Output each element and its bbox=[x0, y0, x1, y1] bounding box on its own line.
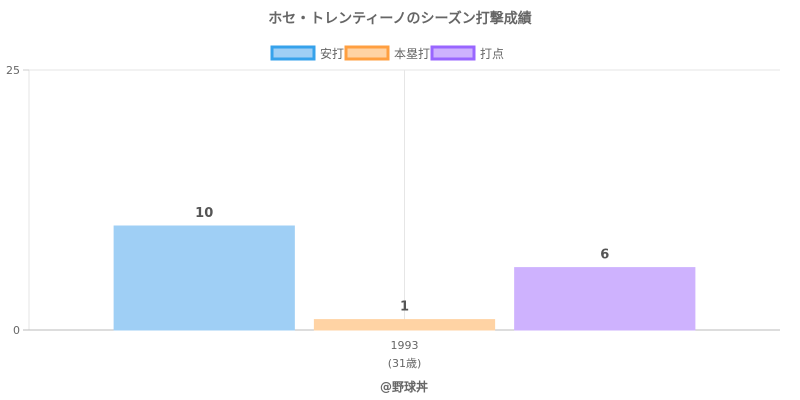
legend-label: 安打 bbox=[320, 46, 344, 61]
credit-text: @野球丼 bbox=[380, 379, 428, 394]
legend-item-3: 打点 bbox=[430, 45, 504, 61]
data-label-安打: 10 bbox=[195, 206, 213, 221]
y-tick-label: 0 bbox=[13, 324, 20, 337]
grid bbox=[28, 69, 780, 330]
legend-swatch bbox=[270, 45, 316, 61]
legend-swatch bbox=[344, 45, 390, 61]
legend: 安打 本塁打 打点 bbox=[270, 45, 504, 61]
bar-打点 bbox=[514, 267, 696, 331]
x-tick-sublabel: (31歳) bbox=[388, 357, 422, 370]
y-tick-label: 25 bbox=[6, 64, 20, 77]
bar-安打 bbox=[113, 225, 295, 331]
bars bbox=[113, 225, 696, 331]
x-tick-label: 1993 bbox=[391, 339, 419, 352]
legend-swatch bbox=[430, 45, 476, 61]
data-label-打点: 6 bbox=[600, 248, 609, 263]
bar-本塁打 bbox=[313, 319, 496, 331]
chart-title: ホセ・トレンティーノのシーズン打撃成績 bbox=[268, 10, 532, 27]
data-label-本塁打: 1 bbox=[400, 300, 409, 315]
legend-item-2: 本塁打 bbox=[344, 45, 430, 61]
legend-label: 打点 bbox=[480, 47, 504, 61]
legend-item-1: 安打 bbox=[270, 45, 344, 61]
legend-label: 本塁打 bbox=[394, 47, 430, 61]
data-labels: 10 1 6 bbox=[195, 206, 609, 315]
